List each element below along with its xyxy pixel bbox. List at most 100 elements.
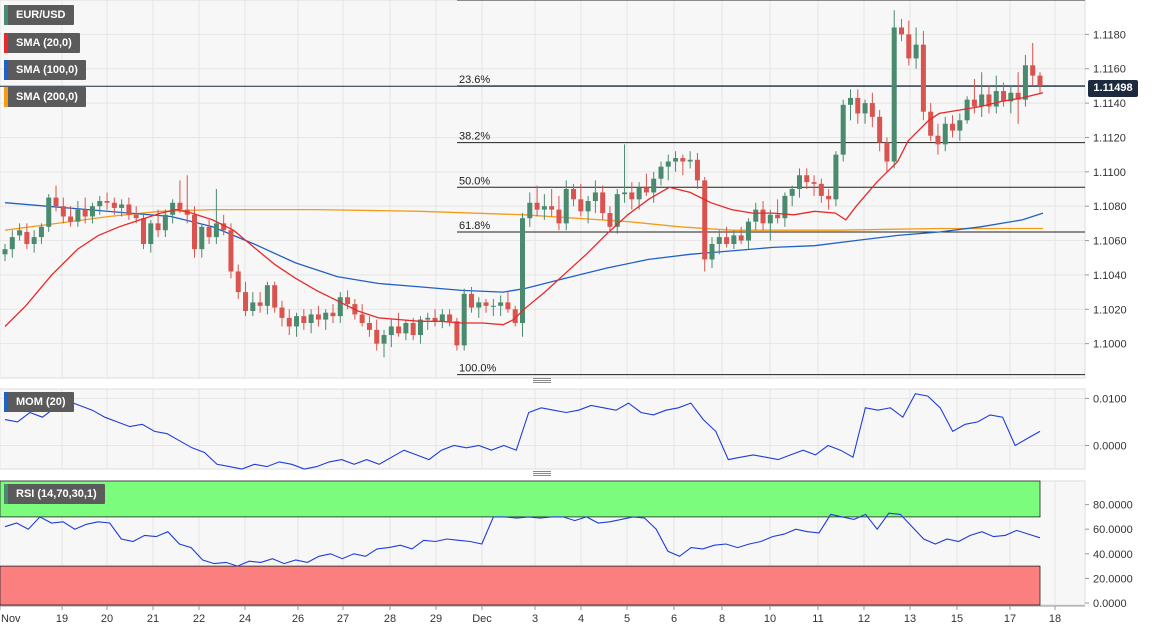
x-tick-label: 11 bbox=[812, 613, 823, 625]
candle-body bbox=[899, 27, 905, 35]
candle-body bbox=[483, 302, 489, 306]
x-tick-label: 12 bbox=[858, 613, 870, 625]
candle-body bbox=[9, 237, 15, 250]
candle-body bbox=[279, 307, 285, 318]
candle bbox=[111, 197, 117, 215]
candle bbox=[928, 103, 934, 141]
candle-body bbox=[541, 206, 547, 210]
candle bbox=[250, 292, 256, 317]
candle bbox=[505, 292, 511, 313]
x-tick-label: 3 bbox=[532, 613, 538, 625]
fib-label: 38.2% bbox=[459, 131, 490, 143]
symbol-legend[interactable]: EUR/USD bbox=[4, 5, 74, 25]
candle bbox=[534, 185, 540, 217]
candle bbox=[687, 151, 693, 169]
mom-resize-handle[interactable] bbox=[533, 378, 551, 383]
candle-body bbox=[1001, 91, 1007, 102]
candle bbox=[228, 223, 234, 279]
sma100-legend[interactable]: SMA (100,0) bbox=[4, 60, 86, 80]
candle-body bbox=[126, 204, 132, 215]
candle bbox=[490, 298, 496, 317]
candle bbox=[31, 230, 37, 253]
rsi-legend[interactable]: RSI (14,70,30,1) bbox=[4, 484, 105, 504]
candle-body bbox=[315, 314, 321, 320]
candle-body bbox=[578, 199, 584, 212]
candle-body bbox=[439, 314, 445, 322]
rsi-oversold-zone bbox=[0, 565, 1041, 606]
candle bbox=[432, 309, 438, 327]
candle-body bbox=[235, 271, 241, 293]
mom-legend[interactable]: MOM (20) bbox=[4, 392, 74, 412]
sma200-color-swatch bbox=[4, 87, 8, 107]
candle bbox=[330, 304, 336, 324]
candle bbox=[643, 173, 649, 196]
panel-background bbox=[0, 388, 1086, 470]
candle bbox=[192, 206, 198, 258]
candle bbox=[614, 189, 620, 234]
candle bbox=[17, 223, 23, 241]
candle-body bbox=[957, 120, 963, 131]
candle-body bbox=[119, 204, 125, 208]
candle-body bbox=[731, 235, 737, 244]
candle-body bbox=[17, 230, 23, 236]
candle-body bbox=[512, 309, 518, 324]
candle bbox=[571, 183, 577, 207]
candle bbox=[986, 85, 992, 114]
sma20-legend[interactable]: SMA (20,0) bbox=[4, 33, 80, 53]
y-tick-label: 0.0000 bbox=[1093, 598, 1127, 610]
candle-body bbox=[257, 302, 263, 306]
candle bbox=[126, 197, 132, 220]
x-tick-label: 24 bbox=[239, 613, 251, 625]
candle bbox=[636, 182, 642, 210]
candle-body bbox=[636, 187, 642, 200]
candle bbox=[899, 18, 905, 42]
candle bbox=[549, 189, 555, 217]
candle bbox=[170, 199, 176, 224]
candle bbox=[454, 317, 460, 351]
candle-body bbox=[928, 111, 934, 136]
candle-body bbox=[133, 214, 139, 219]
candle-body bbox=[527, 202, 533, 219]
candle bbox=[694, 152, 700, 189]
candle bbox=[104, 192, 110, 210]
candle bbox=[578, 183, 584, 217]
candle bbox=[476, 297, 482, 318]
candle bbox=[119, 199, 125, 217]
candle-body bbox=[862, 103, 868, 114]
x-tick-label: 17 bbox=[1004, 613, 1016, 625]
candle-body bbox=[629, 192, 635, 200]
candle bbox=[9, 230, 15, 258]
mom-color-swatch bbox=[4, 392, 8, 412]
candle bbox=[498, 295, 504, 317]
candle bbox=[702, 176, 708, 272]
candle-body bbox=[1037, 75, 1043, 86]
rsi-resize-handle[interactable] bbox=[533, 471, 551, 476]
candle-body bbox=[60, 206, 66, 217]
sma200-legend[interactable]: SMA (200,0) bbox=[4, 87, 86, 107]
candle-body bbox=[345, 297, 351, 305]
sma20-line bbox=[4, 92, 1044, 327]
candle bbox=[89, 202, 95, 224]
candle bbox=[1030, 42, 1036, 86]
candle-body bbox=[228, 230, 234, 272]
candle bbox=[935, 123, 941, 155]
candle-body bbox=[563, 189, 569, 224]
candle bbox=[359, 304, 365, 327]
rsi-color-swatch bbox=[4, 484, 8, 504]
candle bbox=[731, 230, 737, 250]
candle bbox=[622, 144, 628, 203]
candle-body bbox=[549, 206, 555, 210]
candle-body bbox=[243, 292, 249, 311]
candle-body bbox=[694, 159, 700, 181]
candle bbox=[53, 185, 59, 212]
x-axis: Nov 19 20 21 22 24 26 27 28 29 Dec 3 4 5 6 8 10 11 12 13 15 1… bbox=[0, 605, 1085, 625]
candle-body bbox=[804, 175, 810, 183]
candle bbox=[388, 319, 394, 348]
candle bbox=[199, 223, 205, 258]
rsi-label: RSI (14,70,30,1) bbox=[16, 488, 97, 500]
candle-body bbox=[600, 192, 606, 214]
x-tick-label: 4 bbox=[578, 613, 584, 625]
candle-body bbox=[906, 34, 912, 59]
candle-body bbox=[680, 158, 686, 162]
